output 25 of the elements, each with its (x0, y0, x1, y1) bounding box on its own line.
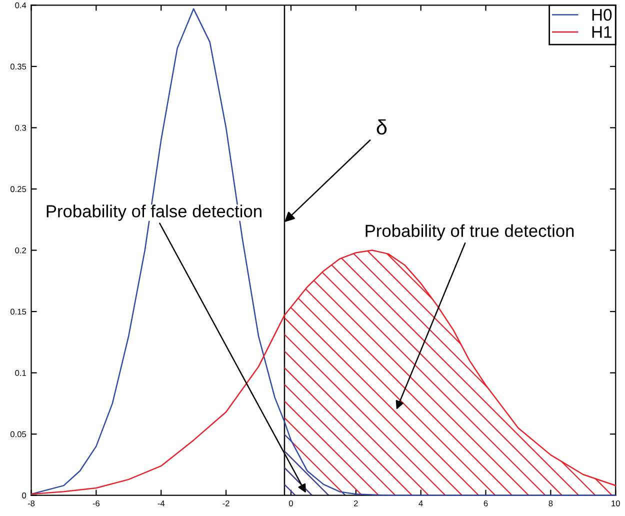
y-tick-label: 0.4 (15, 2, 26, 8)
legend-label: H1 (592, 26, 612, 38)
ref-line-label: δ (376, 119, 387, 135)
annotation: Probability of true detection (366, 224, 574, 240)
y-tick-label: 0.3 (15, 124, 26, 131)
y-tick-label: 0 (22, 492, 26, 498)
x-tick-label: 4 (418, 500, 423, 506)
x-tick-label: 6 (484, 500, 488, 506)
x-tick-label: 2 (354, 500, 358, 506)
x-tick-label: 0 (288, 500, 293, 506)
y-tick-label: 0.1 (15, 370, 26, 376)
x-tick-label: 8 (548, 500, 553, 506)
x-tick-label: -6 (92, 500, 100, 506)
x-tick-label: 10 (612, 500, 620, 506)
x-tick-label: -2 (222, 500, 230, 506)
y-tick-label: 0.15 (10, 308, 26, 315)
annotation: Probability of false detection (46, 204, 262, 221)
x-tick-label: -8 (28, 500, 35, 506)
y-tick-label: 0.35 (10, 64, 26, 70)
legend-label: H0 (592, 8, 612, 21)
line-series (30, 8, 616, 496)
x-tick-label: -4 (158, 500, 165, 506)
y-tick-label: 0.25 (10, 186, 26, 192)
y-tick-label: 0.2 (15, 247, 26, 254)
y-tick-label: 0.05 (10, 431, 26, 438)
